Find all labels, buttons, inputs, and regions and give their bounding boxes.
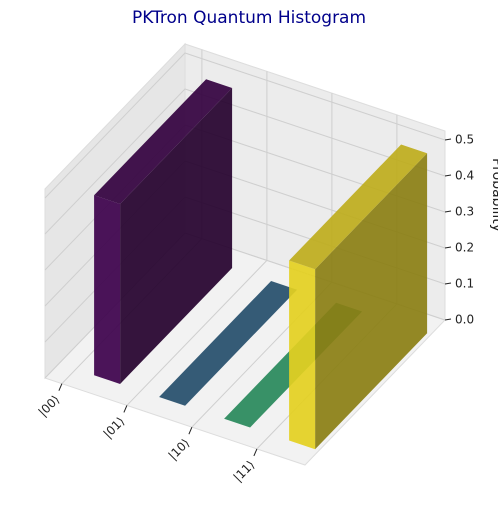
bar-side (120, 87, 233, 384)
bar-top (159, 280, 298, 406)
z-tick (444, 138, 452, 141)
x-tick (123, 405, 128, 413)
z-axis-label: Probability (489, 158, 498, 232)
chart-title: PKTron Quantum Histogram (132, 8, 366, 28)
z-tick-label: 0.1 (455, 277, 474, 291)
z-tick-label: 0.2 (455, 241, 474, 255)
x-tick-label: |10⟩ (166, 436, 193, 463)
z-tick (444, 246, 452, 249)
z-tick-label: 0.5 (455, 133, 474, 147)
bar-front (94, 195, 121, 384)
z-tick (444, 282, 452, 285)
z-tick-label: 0.0 (455, 313, 474, 327)
bar-top (94, 79, 233, 204)
grid-line (44, 88, 446, 235)
x-tick (58, 383, 63, 391)
x-tick-label: |01⟩ (101, 414, 128, 441)
z-tick-label: 0.3 (455, 205, 474, 219)
grid-line (126, 260, 268, 406)
z-tick (444, 210, 452, 213)
bar-side (315, 153, 428, 450)
z-tick-label: 0.4 (455, 169, 474, 183)
x-tick (253, 448, 258, 457)
grid-line (44, 52, 446, 199)
bar-top (289, 144, 428, 270)
z-tick (444, 174, 452, 177)
x-tick (188, 426, 193, 435)
x-tick-label: |00⟩ (36, 392, 63, 419)
z-tick (444, 318, 452, 321)
bar-front (289, 260, 316, 450)
x-tick-label: |11⟩ (231, 458, 258, 485)
